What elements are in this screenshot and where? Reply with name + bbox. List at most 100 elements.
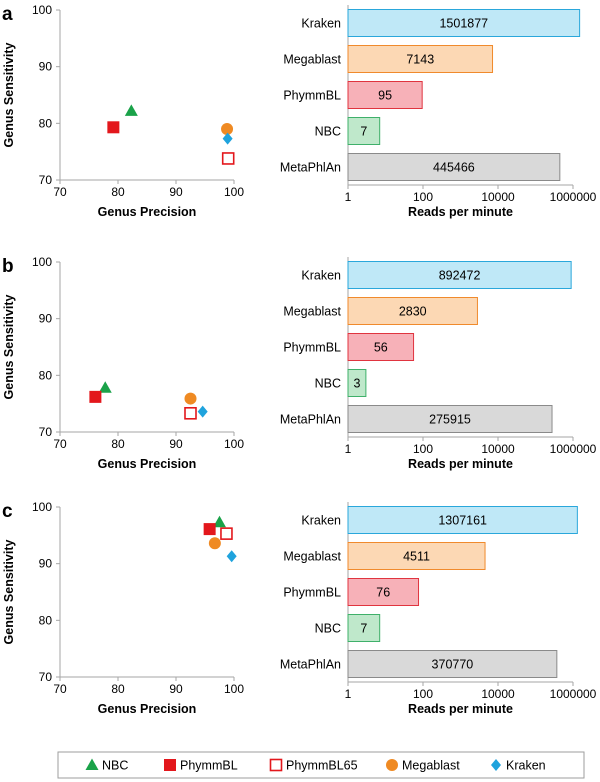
y-tick-label: 100	[32, 255, 52, 269]
bar-kraken	[347, 261, 572, 289]
value-label-megablast: 4511	[403, 550, 430, 564]
x-tick-label: 10000	[481, 190, 515, 204]
bar-nbc	[347, 369, 367, 397]
y-tick-label: 70	[39, 425, 53, 439]
category-label-megablast: Megablast	[283, 305, 341, 319]
panel-b: b 70 80 90 100 70 80 90 100 Genus Precision Genus …	[2, 255, 597, 471]
scatter-chart: 70 80 90 100 70 80 90 100 Genus Precision Genus S…	[2, 255, 244, 471]
category-label-megablast: Megablast	[283, 550, 341, 564]
value-label-metaphlan: 445466	[433, 161, 475, 175]
category-label-nbc: NBC	[315, 622, 341, 636]
y-axis-title: Genus Sensitivity	[2, 43, 16, 148]
x-tick-label: 1	[345, 442, 352, 456]
point-phymmbl65	[221, 152, 235, 165]
value-label-phymmbl: 95	[378, 89, 392, 103]
x-tick-label: 80	[111, 437, 125, 451]
legend-marker-megablast	[386, 759, 398, 771]
x-tick-label: 100	[224, 185, 244, 199]
y-tick-label: 80	[39, 368, 53, 382]
x-tick-label: 90	[169, 437, 183, 451]
legend-label-kraken: Kraken	[506, 759, 546, 773]
x-axis-title: Reads per minute	[408, 702, 513, 716]
bar-chart: 1 100 10000 1000000 Reads per minute 1501877 K…	[280, 5, 597, 219]
category-label-kraken: Kraken	[301, 514, 341, 528]
legend: NBC PhymmBL PhymmBL65 Megablast Kraken	[57, 751, 585, 779]
point-megablast	[184, 392, 197, 405]
point-phymmbl	[107, 121, 120, 134]
bar-kraken	[347, 506, 578, 534]
value-label-megablast: 7143	[406, 53, 434, 67]
bar-metaphlan	[347, 650, 558, 678]
x-tick-label: 70	[53, 682, 67, 696]
value-label-kraken: 1307161	[438, 514, 487, 528]
y-tick-label: 90	[39, 557, 53, 571]
point-megablast	[221, 123, 234, 135]
category-label-phymmbl: PhymmBL	[283, 341, 341, 355]
x-tick-label: 1	[345, 190, 352, 204]
point-phymmbl65	[220, 527, 233, 540]
bar-phymmbl	[347, 81, 423, 109]
bar-phymmbl	[347, 578, 420, 606]
legend-marker-kraken	[491, 759, 501, 771]
point-kraken	[222, 132, 233, 145]
point-nbc	[98, 381, 112, 393]
x-tick-label: 80	[111, 185, 125, 199]
y-tick-label: 100	[32, 3, 52, 17]
scatter-chart: 70 80 90 100 70 80 90 100 Genus Precision Genus S…	[2, 3, 244, 219]
legend-label-megablast: Megablast	[402, 759, 460, 773]
value-label-phymmbl: 76	[376, 586, 390, 600]
x-tick-label: 1000000	[550, 190, 597, 204]
x-tick-label: 100	[413, 190, 433, 204]
point-kraken	[197, 405, 208, 418]
point-nbc	[213, 515, 226, 528]
panel-letter: b	[2, 256, 14, 277]
category-label-kraken: Kraken	[301, 269, 341, 283]
category-label-metaphlan: MetaPhlAn	[280, 161, 341, 175]
y-tick-label: 70	[39, 670, 53, 684]
y-tick-label: 70	[39, 173, 53, 187]
x-tick-label: 100	[413, 442, 433, 456]
legend-label-nbc: NBC	[102, 759, 128, 773]
value-label-metaphlan: 370770	[432, 658, 474, 672]
point-phymmbl	[89, 390, 102, 403]
legend-label-phymmbl65: PhymmBL65	[286, 759, 358, 773]
x-tick-label: 1000000	[550, 442, 597, 456]
panel-a: a 70 80 90 100 70 80 90 100 Genus Precision Genus …	[2, 3, 597, 219]
y-tick-label: 80	[39, 116, 53, 130]
category-label-kraken: Kraken	[301, 17, 341, 31]
category-label-metaphlan: MetaPhlAn	[280, 413, 341, 427]
y-tick-label: 80	[39, 613, 53, 627]
x-tick-label: 10000	[481, 687, 515, 701]
category-label-megablast: Megablast	[283, 53, 341, 67]
bar-nbc	[347, 614, 381, 642]
value-label-nbc: 7	[360, 125, 367, 139]
x-axis-title: Genus Precision	[98, 205, 197, 219]
x-tick-label: 1000000	[550, 687, 597, 701]
x-tick-label: 10000	[481, 442, 515, 456]
value-label-kraken: 1501877	[439, 17, 488, 31]
point-kraken	[226, 550, 237, 563]
x-axis-title: Reads per minute	[408, 205, 513, 219]
category-label-phymmbl: PhymmBL	[283, 89, 341, 103]
point-megablast	[208, 537, 221, 550]
bar-phymmbl	[347, 333, 415, 361]
category-label-metaphlan: MetaPhlAn	[280, 658, 341, 672]
y-tick-label: 90	[39, 312, 53, 326]
x-axis-title: Reads per minute	[408, 457, 513, 471]
y-tick-label: 90	[39, 60, 53, 74]
value-label-metaphlan: 275915	[429, 413, 471, 427]
x-tick-label: 90	[169, 682, 183, 696]
x-tick-label: 1	[345, 687, 352, 701]
value-label-phymmbl: 56	[374, 341, 388, 355]
point-phymmbl	[203, 523, 216, 536]
point-phymmbl65	[184, 406, 197, 420]
bar-megablast	[347, 45, 494, 73]
bar-metaphlan	[347, 405, 553, 433]
x-tick-label: 80	[111, 682, 125, 696]
panel-c: c 70 80 90 100 70 80 90 100 Genus Precision Genus …	[2, 500, 597, 716]
value-label-kraken: 892472	[439, 269, 481, 283]
bar-chart: 1 100 10000 1000000 Reads per minute 892472 Kr…	[280, 257, 597, 471]
value-label-nbc: 7	[360, 622, 367, 636]
legend-marker-phymmbl65	[269, 758, 283, 772]
